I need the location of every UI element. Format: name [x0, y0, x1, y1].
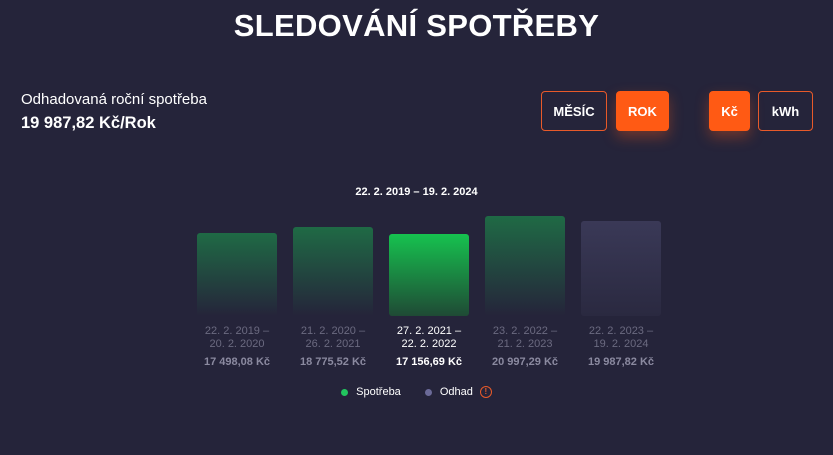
- bar-3-period-line-1: 27. 2. 2021 –: [397, 325, 462, 337]
- period-month-button[interactable]: MĚSÍC: [541, 91, 607, 131]
- annual-estimate-label: Odhadovaná roční spotřeba: [21, 91, 207, 108]
- bar-1[interactable]: [197, 233, 277, 316]
- legend-consumption-label: Spotřeba: [356, 386, 401, 398]
- annual-estimate-value: 19 987,82 Kč/Rok: [21, 114, 156, 132]
- bar-5-period-line-2: 19. 2. 2024: [593, 338, 648, 350]
- bar-3-period-line-2: 22. 2. 2022: [401, 338, 456, 350]
- bar-2[interactable]: [293, 227, 373, 316]
- bar-5[interactable]: [581, 221, 661, 316]
- bar-1-period-line-2: 20. 2. 2020: [209, 338, 264, 350]
- bar-3-value-label: 17 156,69 Kč: [396, 356, 462, 368]
- bar-1-value-label: 17 498,08 Kč: [204, 356, 270, 368]
- consumption-dot-icon: [341, 388, 349, 396]
- bar-1-period-line-1: 22. 2. 2019 –: [205, 325, 270, 337]
- bar-4-value-label: 20 997,29 Kč: [492, 356, 558, 368]
- bar-4-period-line-2: 21. 2. 2023: [497, 338, 552, 350]
- period-year-button[interactable]: ROK: [616, 91, 669, 131]
- info-circle-icon[interactable]: !: [479, 386, 492, 398]
- chart-date-range: 22. 2. 2019 – 19. 2. 2024: [355, 186, 478, 198]
- unit-kwh-button[interactable]: kWh: [758, 91, 813, 131]
- bar-2-value-label: 18 775,52 Kč: [300, 356, 366, 368]
- bar-5-value-label: 19 987,82 Kč: [588, 356, 654, 368]
- bar-5-period-line-1: 22. 2. 2023 –: [589, 325, 654, 337]
- page-title: SLEDOVÁNÍ SPOTŘEBY: [233, 8, 600, 43]
- legend-item-estimate: Odhad !: [424, 386, 492, 398]
- legend-estimate-label: Odhad: [439, 386, 473, 398]
- legend-item-consumption: Spotřeba: [341, 386, 401, 398]
- consumption-bar-chart: 22. 2. 2019 –20. 2. 2020 17 498,08 Kč 21. …: [197, 216, 661, 368]
- bar-4[interactable]: [485, 216, 565, 316]
- bar-2-period-line-1: 21. 2. 2020 –: [301, 325, 366, 337]
- unit-czk-button[interactable]: Kč: [709, 91, 750, 131]
- bar-4-period-line-1: 23. 2. 2022 –: [493, 325, 558, 337]
- estimate-dot-icon: [424, 388, 432, 396]
- chart-legend: Spotřeba Odhad !: [0, 386, 833, 398]
- bar-3[interactable]: [389, 234, 469, 316]
- bar-2-period-line-2: 26. 2. 2021: [305, 338, 360, 350]
